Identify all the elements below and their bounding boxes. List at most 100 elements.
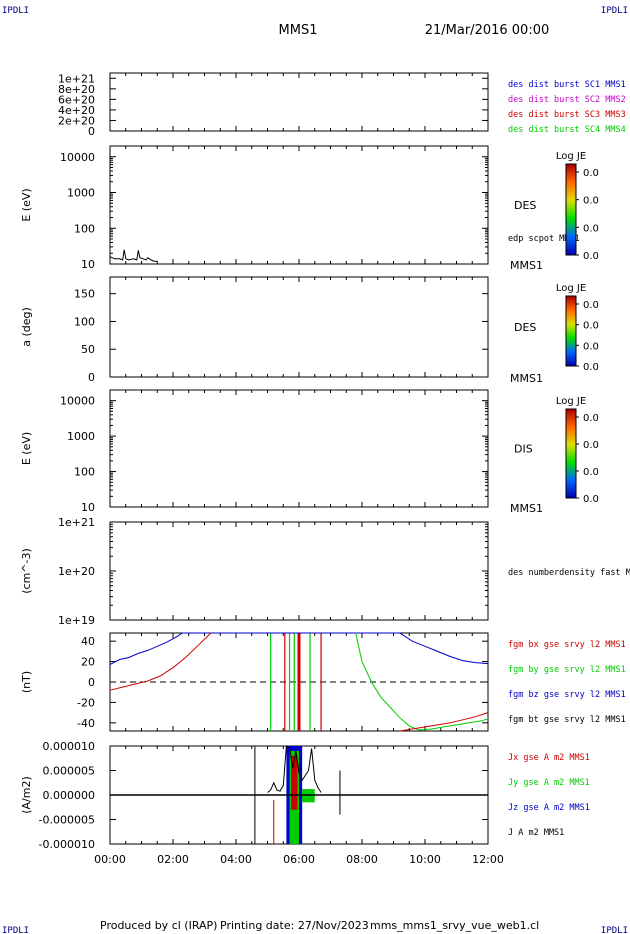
- panel6-series-line: [109, 632, 212, 691]
- panel2-series-line: [109, 249, 158, 262]
- panel7-xtick-label: 00:00: [94, 853, 126, 866]
- panel4-colorbar: [565, 408, 577, 499]
- panel5-ytick-label: 1e+20: [58, 565, 95, 578]
- panel3-colorbar-tick-label: 0.0: [583, 300, 599, 311]
- panel2-colorbar-title: Log JE: [556, 151, 586, 162]
- panel2-colorbar-tick-label: 0.0: [583, 168, 599, 179]
- panel4-ytick-label: 100: [74, 466, 95, 479]
- panel2-ylabel: E (eV): [20, 188, 33, 221]
- panel1-ytick-label: 6e+20: [58, 93, 95, 106]
- panel1-legend-entry: des dist burst SC2 MMS2: [508, 95, 626, 105]
- panel1-legend-entry: des dist burst SC1 MMS1: [508, 80, 626, 90]
- panel4-colorbar-tick-label: 0.0: [583, 494, 599, 505]
- panel5-legend-entry: des numberdensity fast M: [508, 568, 630, 578]
- panel3-colorbar-title: Log JE: [556, 283, 586, 294]
- panel3-ylabel: a (deg): [20, 307, 33, 347]
- panel4-colorbar-tick-label: 0.0: [583, 413, 599, 424]
- panel7-ytick-label: -0.000010: [39, 838, 95, 851]
- panel6-legend-entry: fgm bt gse srvy l2 MMS1: [508, 715, 626, 725]
- panel6-ytick-label: -20: [77, 696, 95, 709]
- panel4-species-label: DIS: [514, 443, 533, 456]
- panel6-ytick-label: 0: [88, 676, 95, 689]
- panel2-bottom-label: MMS1: [510, 259, 543, 272]
- panel7-xtick-label: 06:00: [283, 853, 315, 866]
- panel4-ylabel: E (eV): [20, 432, 33, 465]
- panel3-species-label: DES: [514, 321, 536, 334]
- panel6-ylabel: (nT): [20, 671, 33, 693]
- panel7-xtick-label: 08:00: [346, 853, 378, 866]
- panel6-series-line: [109, 632, 489, 666]
- footer-script-name: mms_mms1_srvy_vue_web1.cl: [370, 919, 539, 932]
- panel1-legend-entry: des dist burst SC3 MMS3: [508, 110, 626, 120]
- panel2-overlay-label: edp scpot MMS1: [508, 234, 580, 244]
- panel6-legend-entry: fgm by gse srvy l2 MMS1: [508, 665, 626, 675]
- panel2-ytick-label: 1000: [67, 187, 95, 200]
- panel1-ytick-label: 2e+20: [58, 114, 95, 127]
- panel6-legend-entry: fgm bx gse srvy l2 MMS1: [508, 640, 626, 650]
- panel4-ytick-label: 1000: [67, 430, 95, 443]
- panel2-colorbar: [565, 163, 577, 256]
- footer-printing-date: Printing date: 27/Nov/2023: [220, 919, 369, 932]
- panel6-ytick-label: -40: [77, 717, 95, 730]
- panel3-ytick-label: 100: [74, 315, 95, 328]
- panel1-frame: [109, 72, 489, 132]
- panel5-ytick-label: 1e+19: [58, 614, 95, 627]
- panel5-frame: [109, 521, 489, 621]
- panel7-legend-entry: Jx gse A m2 MMS1: [508, 753, 590, 763]
- spacecraft-title: MMS1: [279, 23, 318, 38]
- panel4-frame: [109, 389, 489, 508]
- panel7-burst-block: [291, 755, 298, 810]
- panel1-ytick-label: 4e+20: [58, 104, 95, 117]
- panel6-legend-entry: fgm bz gse srvy l2 MMS1: [508, 690, 626, 700]
- panel7-ytick-label: -0.000005: [39, 814, 95, 827]
- panel7-ytick-label: 0.000005: [43, 765, 96, 778]
- panel1-legend-entry: des dist burst SC4 MMS4: [508, 125, 626, 135]
- panel2-colorbar-tick-label: 0.0: [583, 196, 599, 207]
- panel2-colorbar-tick-label: 0.0: [583, 251, 599, 262]
- panel4-colorbar-tick-label: 0.0: [583, 440, 599, 451]
- panel4-ytick-label: 10: [81, 501, 95, 514]
- panel6-ytick-label: 40: [81, 635, 95, 648]
- panel7-xtick-label: 12:00: [472, 853, 504, 866]
- panel7-ytick-label: 0.000000: [43, 789, 96, 802]
- panel4-ytick-label: 10000: [60, 395, 95, 408]
- footer-produced-by: Produced by cl (IRAP): [100, 919, 217, 932]
- panel3-ytick-label: 50: [81, 343, 95, 356]
- panel2-species-label: DES: [514, 199, 536, 212]
- panel5-ytick-label: 1e+21: [58, 516, 95, 529]
- panel7-xtick-label: 04:00: [220, 853, 252, 866]
- panel3-frame: [109, 276, 489, 378]
- panel3-ytick-label: 0: [88, 371, 95, 384]
- panel7-ylabel: (A/m2): [20, 776, 33, 814]
- panel4-colorbar-title: Log JE: [556, 396, 586, 407]
- panel5-ylabel: (cm^-3): [20, 548, 33, 594]
- panel3-colorbar-tick-label: 0.0: [583, 321, 599, 332]
- panel7-legend-entry: J A m2 MMS1: [508, 828, 564, 838]
- panel1-ytick-label: 0: [88, 125, 95, 138]
- panel1-ytick-label: 8e+20: [58, 83, 95, 96]
- panel2-frame: [109, 145, 489, 265]
- panel7-ytick-label: 0.000010: [43, 740, 96, 753]
- panel2-ytick-label: 100: [74, 222, 95, 235]
- corner-label-bottom-left: IPDLI: [2, 926, 29, 934]
- panel1-ytick-label: 1e+21: [58, 72, 95, 85]
- panel7-xtick-label: 10:00: [409, 853, 441, 866]
- panel2-ytick-label: 10: [81, 258, 95, 271]
- panel7-legend-entry: Jy gse A m2 MMS1: [508, 778, 590, 788]
- panel3-colorbar: [565, 295, 577, 367]
- panel3-ytick-label: 150: [74, 288, 95, 301]
- panel2-colorbar-tick-label: 0.0: [583, 223, 599, 234]
- panel6-series-line: [399, 712, 489, 732]
- panel4-colorbar-tick-label: 0.0: [583, 467, 599, 478]
- corner-label-top-left: IPDLI: [2, 6, 29, 16]
- panel6-series-line: [355, 632, 489, 731]
- corner-label-bottom-right: IPDLI: [601, 926, 628, 934]
- panel3-bottom-label: MMS1: [510, 372, 543, 385]
- panel3-colorbar-tick-label: 0.0: [583, 362, 599, 373]
- panel4-bottom-label: MMS1: [510, 502, 543, 515]
- date-title: 21/Mar/2016 00:00: [425, 23, 550, 38]
- panel6-ytick-label: 20: [81, 656, 95, 669]
- panel7-xtick-label: 02:00: [157, 853, 189, 866]
